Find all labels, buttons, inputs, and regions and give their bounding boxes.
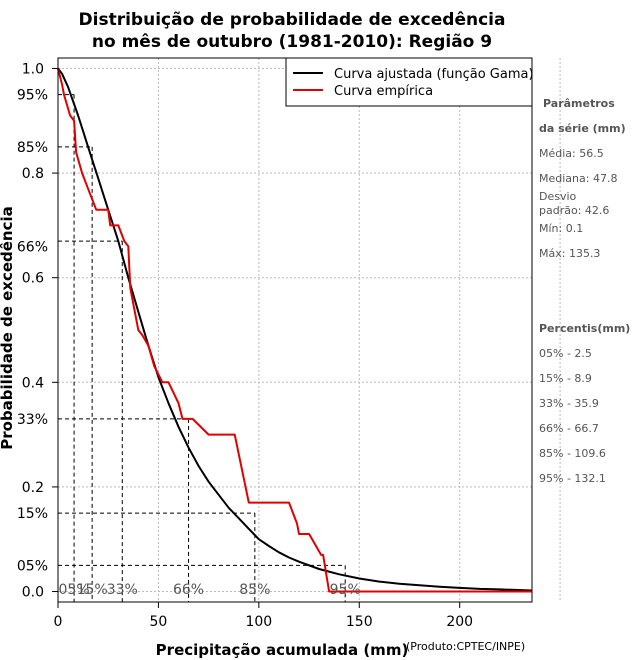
legend-label-empirical: Curva empírica <box>334 84 433 99</box>
x-tick-label-1: 50 <box>150 614 168 630</box>
y-tick-label-4: 0.8 <box>22 166 44 182</box>
param-desvio-2: padrão: 42.6 <box>539 204 609 217</box>
param-min: Mín: 0.1 <box>539 222 583 235</box>
product-credit: (Produto:CPTEC/INPE) <box>406 640 525 653</box>
x-axis-title: Precipitação acumulada (mm) <box>156 641 409 659</box>
params-heading-1: Parâmetros <box>543 97 615 110</box>
series-line-fitted <box>57 67 533 592</box>
param-max: Máx: 135.3 <box>539 247 600 260</box>
chart-subtitle: no mês de outubro (1981-2010): Região 9 <box>92 32 492 52</box>
percentil-15: 15% - 8.9 <box>539 372 592 385</box>
percentil-05: 05% - 2.5 <box>539 347 592 360</box>
x-percentile-label-0: 05% <box>59 582 90 598</box>
x-percentile-label-4: 85% <box>239 582 270 598</box>
percentil-95: 95% - 132.1 <box>539 472 606 485</box>
x-percentile-label-3: 66% <box>173 582 204 598</box>
x-tick-label-2: 100 <box>245 614 272 630</box>
param-desvio-1: Desvio <box>539 190 577 203</box>
legend-box <box>285 57 533 107</box>
legend-label-fitted: Curva ajustada (função Gama) <box>334 67 534 82</box>
grid-lines <box>57 58 561 602</box>
x-percentile-label-5: 95% <box>330 582 361 598</box>
y-percent-label-2: 66% <box>17 239 48 255</box>
percentile-guide-lines <box>58 94 346 602</box>
param-media: Média: 56.5 <box>539 147 604 160</box>
param-mediana: Mediana: 47.8 <box>539 172 617 185</box>
percentil-66: 66% - 66.7 <box>539 422 599 435</box>
y-tick-label-2: 0.4 <box>22 375 44 391</box>
percentis-heading: Percentis(mm) <box>539 322 630 335</box>
side-panel: Parâmetros da série (mm) Média: 56.5 Med… <box>539 97 630 485</box>
x-percentile-label-2: 33% <box>107 582 138 598</box>
y-percent-label-5: 05% <box>17 558 48 574</box>
legend: Curva ajustada (função Gama) Curva empír… <box>285 57 534 107</box>
y-percent-label-1: 85% <box>17 140 48 156</box>
series-lines <box>57 67 533 593</box>
y-axis: 0.0 0.2 0.4 0.6 0.8 1.0 <box>22 61 58 601</box>
percentil-33: 33% - 35.9 <box>539 397 599 410</box>
series-line-empirical <box>57 68 532 593</box>
x-percentile-label-1: 15% <box>77 582 108 598</box>
x-tick-label-0: 0 <box>54 614 63 630</box>
y-percent-label-0: 95% <box>17 88 48 104</box>
y-percent-labels: 95% 85% 66% 33% 15% 05% <box>17 88 48 575</box>
x-tick-label-3: 150 <box>346 614 373 630</box>
x-axis: 0 50 100 150 200 <box>54 602 473 630</box>
chart-title: Distribuição de probabilidade de excedên… <box>79 10 506 30</box>
y-tick-label-0: 0.0 <box>22 585 44 601</box>
y-percent-label-4: 15% <box>17 506 48 522</box>
percentil-85: 85% - 109.6 <box>539 447 606 460</box>
y-percent-label-3: 33% <box>17 412 48 428</box>
y-tick-label-1: 0.2 <box>22 480 44 496</box>
y-tick-label-5: 1.0 <box>22 61 44 77</box>
x-percentile-labels: 05%15% 33% 66% 85% 95% <box>59 582 361 598</box>
y-axis-title: Probabilidade de excedência <box>0 206 16 450</box>
x-tick-label-4: 200 <box>446 614 473 630</box>
params-heading-2: da série (mm) <box>539 122 626 135</box>
y-tick-label-3: 0.6 <box>22 271 44 287</box>
